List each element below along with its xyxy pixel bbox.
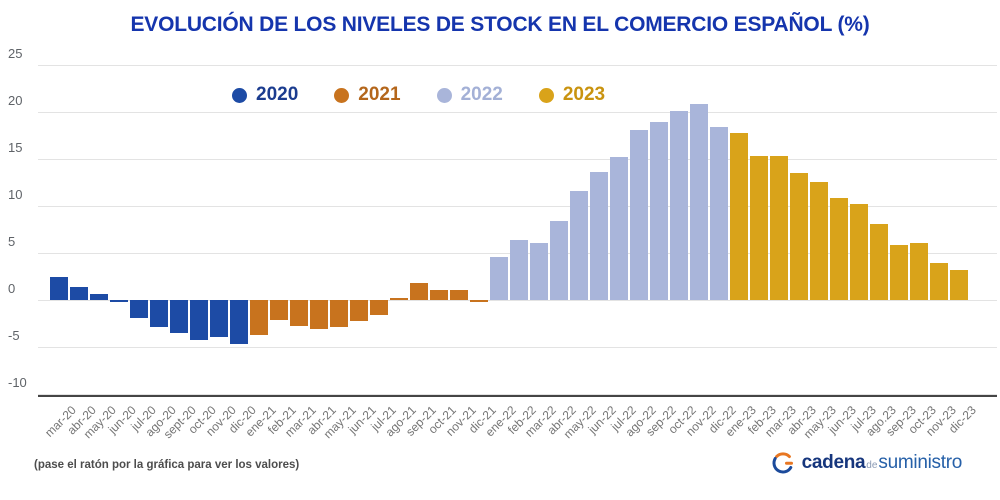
bar-jun-22[interactable]	[590, 172, 608, 300]
gridline-20	[38, 112, 997, 113]
y-axis-tick-15: 15	[8, 140, 23, 155]
bar-sep-22[interactable]	[650, 122, 668, 300]
bar-ene-22[interactable]	[490, 256, 508, 300]
bar-ago.23[interactable]	[870, 223, 888, 300]
legend-label-2022: 2022	[460, 84, 503, 105]
bar-dic-20[interactable]	[230, 300, 248, 345]
bar-jul-20[interactable]	[130, 300, 148, 318]
bar-may-22[interactable]	[570, 190, 588, 300]
y-axis-tick-5: 5	[8, 234, 16, 249]
legend-dot-2021-icon	[334, 87, 350, 103]
legend-item-2022[interactable]: 2022	[436, 84, 503, 106]
x-axis-line	[38, 395, 997, 397]
bar-nov-21[interactable]	[450, 289, 468, 300]
bar-nov-23[interactable]	[930, 263, 948, 300]
bar-jul-21[interactable]	[370, 300, 388, 316]
y-axis-tick--5: -5	[8, 328, 20, 343]
bar-abr-23[interactable]	[790, 173, 808, 300]
y-axis-tick--10: -10	[8, 375, 27, 390]
cadena-logo-ring-icon	[771, 451, 795, 475]
legend-label-2020: 2020	[256, 84, 299, 105]
bar-oct-23[interactable]	[910, 242, 928, 300]
bar-jul-23[interactable]	[850, 204, 868, 300]
bar-dic-21[interactable]	[470, 300, 488, 302]
bar-ene-23[interactable]	[730, 132, 748, 300]
bar-abr-21[interactable]	[310, 300, 328, 330]
bar-abr-20[interactable]	[70, 286, 88, 300]
bar-jun-23[interactable]	[830, 197, 848, 300]
bar-may-23[interactable]	[810, 181, 828, 300]
bar-abr-22[interactable]	[550, 221, 568, 300]
bar-jun-20[interactable]	[110, 300, 128, 302]
logo-word-de: de	[866, 460, 878, 471]
cadena-de-suministro-logo[interactable]: cadena de suministro	[771, 451, 962, 475]
legend-dot-2020-icon	[232, 87, 247, 103]
logo-word-suministro: suministro	[878, 452, 962, 473]
bar-feb-21[interactable]	[270, 300, 288, 320]
hover-hint-text: (pase el ratón por la gráfica para ver l…	[34, 459, 300, 471]
bar-may-21[interactable]	[330, 300, 348, 328]
bar-oct-22[interactable]	[670, 111, 688, 300]
bar-dic-23[interactable]	[950, 269, 968, 300]
gridline-25	[38, 65, 997, 66]
legend-label-2021: 2021	[358, 84, 401, 105]
bar-may-20[interactable]	[90, 294, 108, 300]
bar-ago-22[interactable]	[630, 129, 648, 300]
gridline--10	[38, 394, 997, 395]
bar-nov-22[interactable]	[690, 103, 708, 300]
bar-sep-23[interactable]	[890, 244, 908, 300]
legend-dot-2022-icon	[436, 87, 452, 103]
bar-ago-20[interactable]	[150, 300, 168, 328]
bar-dic-22[interactable]	[710, 127, 728, 300]
bar-oct-20[interactable]	[190, 300, 208, 341]
legend-dot-2023-icon	[538, 87, 554, 103]
bar-jun-21[interactable]	[350, 300, 368, 321]
y-axis-tick-20: 20	[8, 93, 23, 108]
legend-item-2023[interactable]: 2023	[538, 84, 606, 106]
legend-item-2020[interactable]: 2020	[232, 84, 298, 106]
gridline-10	[38, 206, 997, 207]
gridline-15	[38, 159, 997, 160]
bar-ene-21[interactable]	[250, 300, 268, 335]
bar-mar-21[interactable]	[290, 300, 308, 327]
bar-sep-21[interactable]	[410, 283, 428, 300]
gridline--5	[38, 347, 997, 348]
bar-jul-22[interactable]	[610, 157, 628, 300]
y-axis-tick-25: 25	[8, 46, 23, 61]
y-axis-tick-0: 0	[8, 281, 16, 296]
chart-title: EVOLUCIÓN DE LOS NIVELES DE STOCK EN EL …	[130, 13, 870, 36]
bar-nov-20[interactable]	[210, 300, 228, 337]
legend-item-2021[interactable]: 2021	[334, 84, 401, 106]
gridline-0	[38, 300, 997, 301]
legend-label-2023: 2023	[562, 84, 606, 105]
logo-word-cadena: cadena	[801, 452, 866, 473]
bar-mar-22[interactable]	[530, 242, 548, 300]
bar-feb-22[interactable]	[510, 239, 528, 300]
chart-legend: 2020 2021 2022 2023	[232, 84, 605, 106]
bar-mar-23[interactable]	[770, 156, 788, 300]
bar-feb-23[interactable]	[750, 156, 768, 300]
bar-oct-21[interactable]	[430, 289, 448, 300]
bar-ago-21[interactable]	[390, 298, 408, 300]
bar-mar-20[interactable]	[50, 277, 68, 300]
y-axis-tick-10: 10	[8, 187, 23, 202]
bar-sept-20[interactable]	[170, 300, 188, 333]
